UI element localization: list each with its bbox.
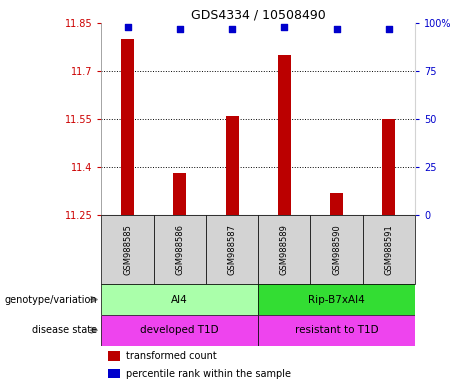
Point [176,26,183,32]
Text: GSM988585: GSM988585 [123,224,132,275]
Point [124,24,131,30]
Bar [258,284,415,315]
Bar [173,174,186,215]
Text: disease state: disease state [32,325,97,335]
Text: developed T1D: developed T1D [141,325,219,335]
Bar [101,284,258,315]
Bar [278,55,291,215]
Bar [258,215,310,284]
Text: GSM988591: GSM988591 [384,224,393,275]
Text: resistant to T1D: resistant to T1D [295,325,378,335]
Text: GSM988590: GSM988590 [332,224,341,275]
Bar [258,315,415,346]
Bar [310,215,363,284]
Title: GDS4334 / 10508490: GDS4334 / 10508490 [191,9,325,22]
Point [385,26,392,32]
Bar [101,315,258,346]
Point [281,24,288,30]
Text: GSM988587: GSM988587 [228,224,236,275]
Point [333,26,340,32]
Point [228,26,236,32]
Bar [206,215,258,284]
Text: genotype/variation: genotype/variation [4,295,97,305]
Bar [363,215,415,284]
Bar [108,369,120,378]
Bar [225,116,239,215]
Text: Rip-B7xAI4: Rip-B7xAI4 [308,295,365,305]
Bar [121,39,134,215]
Text: percentile rank within the sample: percentile rank within the sample [126,369,291,379]
Text: AI4: AI4 [171,295,188,305]
Text: GSM988589: GSM988589 [280,224,289,275]
Bar [154,215,206,284]
Bar [330,193,343,215]
Bar [108,351,120,361]
Bar [382,119,396,215]
Bar [101,215,154,284]
Text: transformed count: transformed count [126,351,217,361]
Text: GSM988586: GSM988586 [175,224,184,275]
